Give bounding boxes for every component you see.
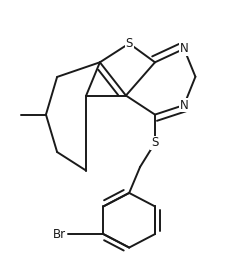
Text: N: N [180, 99, 188, 112]
Text: N: N [180, 42, 188, 55]
Text: S: S [125, 37, 133, 50]
Text: S: S [151, 136, 159, 149]
Text: Br: Br [52, 228, 66, 241]
